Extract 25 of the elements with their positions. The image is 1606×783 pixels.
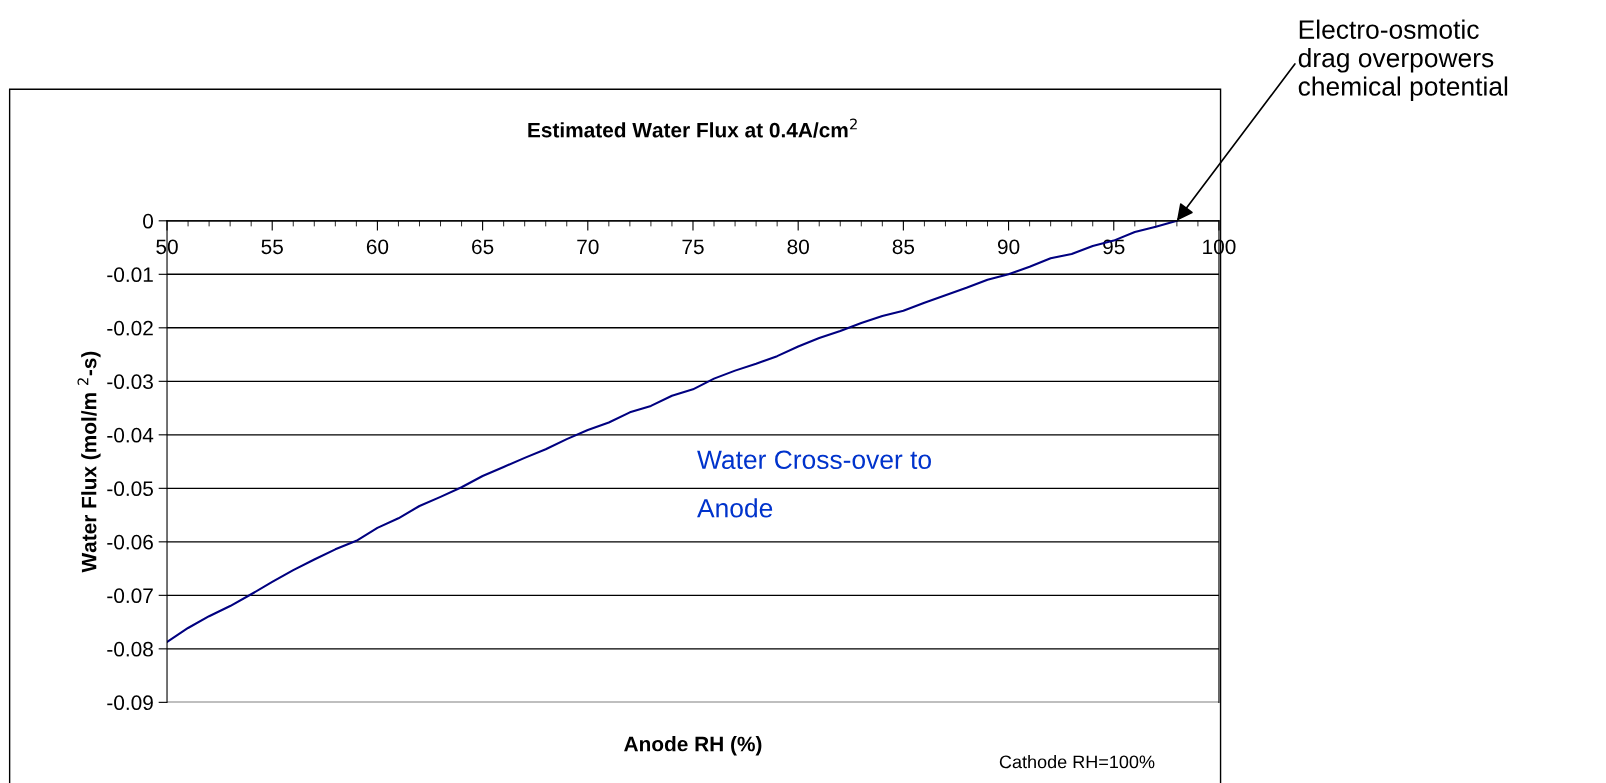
y-tick-label: -0.04 xyxy=(107,427,154,443)
y-axis-title: Water Flux (mol/m $^{2}$-s) xyxy=(77,351,101,573)
y-tick-label: -0.07 xyxy=(107,588,153,604)
x-tick-label: 95 xyxy=(1103,239,1125,255)
x-tick-label: 85 xyxy=(892,239,915,255)
annotation: Water Cross-over to Anode xyxy=(697,450,931,518)
x-axis-title: Anode RH (%) xyxy=(624,736,762,756)
x-tick-label: 65 xyxy=(472,239,494,255)
y-tick-label: -0.02 xyxy=(107,320,153,336)
annotation: Electro-osmotic drag overpowers chemical potential xyxy=(1298,19,1508,102)
x-tick-label: 70 xyxy=(577,239,599,255)
y-tick-label: -0.05 xyxy=(107,481,153,497)
x-tick-label: 60 xyxy=(366,239,389,255)
text: Cathode RH=100% xyxy=(999,755,1155,769)
x-tick-label: 90 xyxy=(997,239,1020,255)
y-tick-label: -0.09 xyxy=(107,695,153,711)
y-tick-label: 0 xyxy=(143,213,154,229)
x-tick-label: 75 xyxy=(682,239,704,255)
x-tick-label: 80 xyxy=(787,239,809,255)
y-tick-label: -0.08 xyxy=(107,641,153,657)
y-tick-label: -0.01 xyxy=(107,267,153,283)
chart-title: Estimated Water Flux at 0.4A/cm$^{2}$ xyxy=(528,118,857,138)
y-tick-label: -0.03 xyxy=(107,374,153,390)
x-tick-label: 55 xyxy=(261,239,283,255)
y-tick-label: -0.06 xyxy=(107,534,153,550)
